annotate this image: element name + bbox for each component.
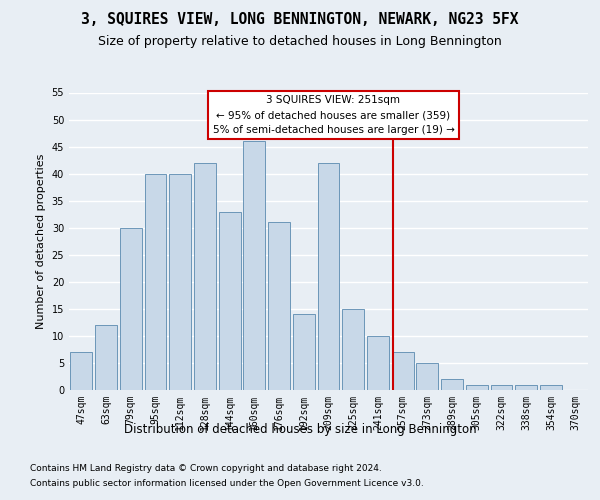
Bar [194, 163, 216, 390]
Bar [293, 314, 314, 390]
Bar [95, 325, 117, 390]
Bar [416, 363, 438, 390]
Bar [515, 384, 537, 390]
Bar [169, 174, 191, 390]
Bar [145, 174, 166, 390]
Text: Size of property relative to detached houses in Long Bennington: Size of property relative to detached ho… [98, 35, 502, 48]
Bar [491, 384, 512, 390]
Y-axis label: Number of detached properties: Number of detached properties [36, 154, 46, 329]
Bar [441, 379, 463, 390]
Text: Distribution of detached houses by size in Long Bennington: Distribution of detached houses by size … [124, 422, 476, 436]
Bar [367, 336, 389, 390]
Bar [219, 212, 241, 390]
Bar [392, 352, 413, 390]
Bar [466, 384, 488, 390]
Bar [317, 163, 340, 390]
Text: Contains HM Land Registry data © Crown copyright and database right 2024.: Contains HM Land Registry data © Crown c… [30, 464, 382, 473]
Bar [343, 309, 364, 390]
Text: Contains public sector information licensed under the Open Government Licence v3: Contains public sector information licen… [30, 478, 424, 488]
Text: 3, SQUIRES VIEW, LONG BENNINGTON, NEWARK, NG23 5FX: 3, SQUIRES VIEW, LONG BENNINGTON, NEWARK… [81, 12, 519, 28]
Bar [120, 228, 142, 390]
Bar [540, 384, 562, 390]
Bar [268, 222, 290, 390]
Bar [70, 352, 92, 390]
Bar [244, 141, 265, 390]
Text: 3 SQUIRES VIEW: 251sqm
← 95% of detached houses are smaller (359)
5% of semi-det: 3 SQUIRES VIEW: 251sqm ← 95% of detached… [212, 95, 454, 135]
